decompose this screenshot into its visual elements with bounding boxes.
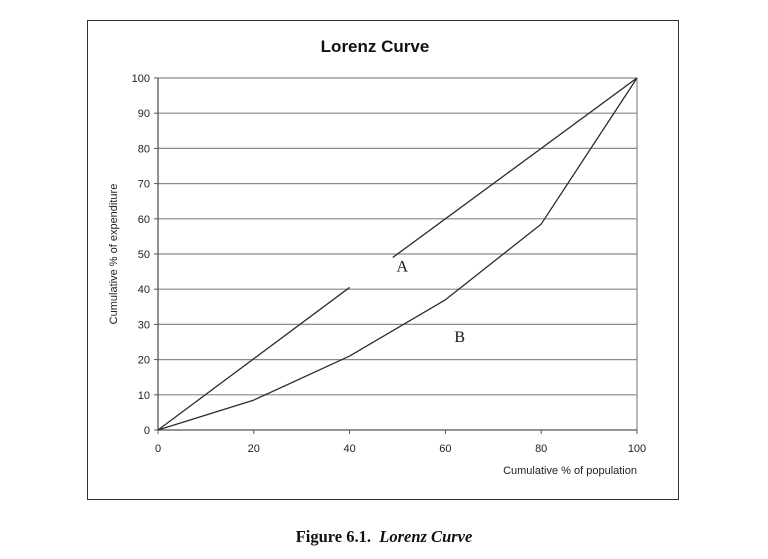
x-axis-label: Cumulative % of population bbox=[503, 465, 637, 477]
y-axis-label: Cumulative % of expenditure bbox=[108, 184, 120, 325]
caption-number: Figure 6.1. bbox=[295, 527, 372, 546]
data-series bbox=[157, 77, 638, 431]
y-tick-label: 90 bbox=[138, 108, 150, 120]
y-tick-label: 10 bbox=[138, 390, 150, 402]
y-tick-label: 70 bbox=[138, 179, 150, 191]
caption-title: Lorenz Curve bbox=[379, 527, 473, 546]
chart-title: Lorenz Curve bbox=[321, 37, 430, 56]
gridlines bbox=[158, 77, 638, 430]
y-tick-label: 20 bbox=[138, 355, 150, 367]
x-tick-labels: 0 20 40 60 80 100 bbox=[155, 443, 646, 455]
y-tick-label: 40 bbox=[138, 284, 150, 296]
x-tick-label: 60 bbox=[439, 443, 451, 455]
y-tick-label: 50 bbox=[138, 249, 150, 261]
lorenz-curve-line bbox=[157, 77, 638, 431]
x-tick-label: 100 bbox=[628, 443, 646, 455]
chart-frame bbox=[87, 20, 679, 500]
y-tick-label: 30 bbox=[138, 319, 150, 331]
y-tick-label: 60 bbox=[138, 214, 150, 226]
x-tick-label: 20 bbox=[248, 443, 260, 455]
equality-line bbox=[157, 286, 350, 431]
axes bbox=[154, 77, 638, 434]
region-label-b: B bbox=[454, 329, 465, 346]
region-label-a: A bbox=[397, 259, 409, 276]
y-tick-label: 0 bbox=[144, 425, 150, 437]
x-tick-label: 0 bbox=[155, 443, 161, 455]
y-tick-labels: 0 10 20 30 40 50 60 70 80 90 100 bbox=[132, 73, 150, 437]
y-tick-label: 80 bbox=[138, 143, 150, 155]
region-labels: AB bbox=[397, 259, 466, 346]
equality-line bbox=[392, 77, 638, 259]
figure-caption: Figure 6.1. Lorenz Curve bbox=[0, 527, 768, 547]
x-tick-label: 40 bbox=[343, 443, 355, 455]
y-tick-label: 100 bbox=[132, 73, 150, 85]
x-tick-label: 80 bbox=[535, 443, 547, 455]
